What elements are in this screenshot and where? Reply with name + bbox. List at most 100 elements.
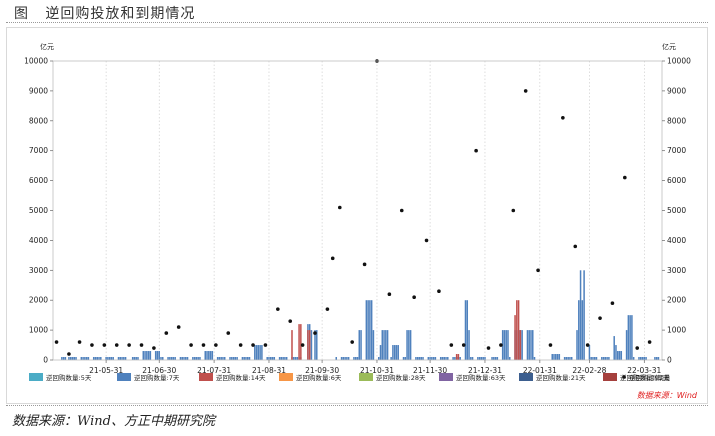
chart-source-label: 数据来源：Wind [637, 391, 698, 400]
legend-swatch [29, 373, 43, 381]
y-tick-label-right: 3000 [667, 266, 686, 275]
bar [300, 324, 302, 360]
bar [625, 330, 628, 360]
bar [640, 357, 642, 360]
bar [110, 357, 113, 360]
bar [638, 357, 640, 360]
bar [466, 300, 469, 360]
bar [294, 357, 297, 360]
maturity-point [226, 331, 231, 335]
maturity-point [238, 343, 243, 347]
bar [257, 345, 260, 360]
maturity-point [561, 116, 565, 120]
bar [645, 357, 647, 360]
bar [353, 357, 355, 360]
bar [447, 357, 449, 360]
bar [471, 357, 474, 360]
bar [576, 330, 578, 360]
bar [532, 330, 534, 360]
maturity-point [251, 343, 255, 347]
bar [493, 357, 495, 360]
maturity-point [330, 256, 335, 261]
bar [395, 345, 398, 360]
bar [284, 357, 286, 360]
bar [64, 357, 67, 360]
bar [69, 357, 72, 360]
bar [172, 357, 175, 360]
bar [232, 357, 235, 360]
maturity-point [437, 289, 441, 294]
source-note: 数据来源：Wind、方正中期研究院 [12, 414, 215, 429]
x-tick-label: 21-12-31 [468, 366, 502, 375]
bar [530, 330, 532, 360]
bar [491, 357, 493, 360]
maturity-point [201, 343, 206, 347]
maturity-point [263, 343, 268, 347]
bar [248, 357, 251, 360]
bar [223, 357, 226, 360]
bar [96, 357, 99, 360]
maturity-point [114, 343, 119, 347]
maturity-point [499, 343, 503, 347]
bar [360, 330, 362, 360]
bar [298, 324, 300, 360]
bar [555, 354, 557, 360]
bar [431, 357, 433, 360]
bar [156, 351, 159, 360]
source-divider [6, 405, 708, 406]
bar [246, 357, 249, 360]
maturity-point [647, 340, 652, 344]
bar [593, 357, 596, 360]
grid-layer [105, 61, 645, 360]
bar [61, 357, 63, 360]
legend-swatch [199, 373, 213, 381]
bar [583, 270, 585, 360]
maturity-point [486, 346, 491, 350]
bar [422, 357, 424, 360]
y-tick-label-right: 9000 [667, 86, 686, 95]
bar [293, 357, 295, 360]
bar [386, 330, 389, 360]
legend-swatch [279, 373, 293, 381]
bar [209, 351, 212, 360]
maturity-dot-layer [54, 59, 652, 356]
legend-label: 逆回购数量:21天 [536, 373, 586, 382]
x-tick-label: 21-06-30 [142, 366, 176, 375]
bar [273, 357, 276, 360]
bar [418, 357, 421, 360]
bar [553, 354, 555, 360]
bar [84, 357, 86, 360]
bar [365, 300, 368, 360]
bar [477, 357, 479, 360]
bar [356, 357, 359, 360]
bar [590, 357, 592, 360]
y-tick-label-left: 3000 [29, 266, 48, 275]
bar [657, 357, 660, 360]
bar [245, 357, 247, 360]
bar [183, 357, 185, 360]
bar [169, 357, 171, 360]
bar [408, 330, 410, 360]
bar [508, 357, 511, 360]
bar [480, 357, 483, 360]
y-tick-label-right: 1000 [667, 326, 686, 335]
maturity-point [350, 340, 354, 344]
x-tick-label: 22-02-28 [572, 366, 606, 375]
bar [62, 357, 65, 360]
bar [565, 357, 568, 360]
maturity-point [449, 343, 454, 347]
bar [162, 357, 164, 360]
bar [218, 357, 221, 360]
bar [533, 357, 536, 360]
maturity-point [461, 343, 466, 347]
bar [261, 345, 263, 360]
bar [216, 357, 219, 360]
bar [135, 357, 137, 360]
bar [569, 357, 571, 360]
bar [142, 351, 145, 360]
x-tick-label: 21-05-31 [89, 366, 123, 375]
bar [197, 357, 199, 360]
bar [416, 357, 419, 360]
bar [314, 330, 316, 360]
bar [595, 357, 598, 360]
